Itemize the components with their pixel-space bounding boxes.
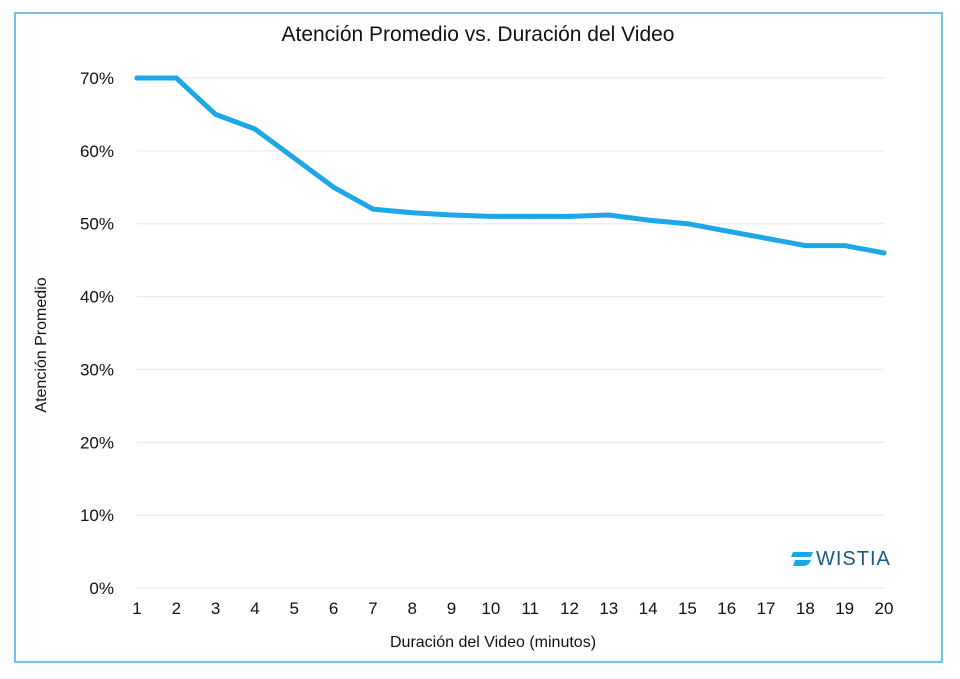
data-point <box>449 212 455 218</box>
y-tick-label: 40% <box>80 288 114 307</box>
grid-lines <box>137 77 884 589</box>
x-tick-label: 13 <box>599 599 618 618</box>
data-point <box>331 184 337 190</box>
data-point <box>763 235 769 241</box>
wistia-logo-icon <box>791 552 813 566</box>
data-point <box>252 126 258 132</box>
data-point <box>684 221 690 227</box>
x-tick-label: 11 <box>521 599 539 618</box>
data-point <box>842 243 848 249</box>
x-tick-label: 19 <box>835 599 854 618</box>
x-tick-label: 14 <box>639 599 658 618</box>
y-axis-ticks: 0% 10% 20% 30% 40% 50% 60% 70% <box>80 69 114 598</box>
data-point <box>213 111 219 117</box>
y-tick-label: 50% <box>80 215 114 234</box>
data-point <box>409 210 415 216</box>
data-point <box>724 228 730 234</box>
x-tick-label: 10 <box>481 599 500 618</box>
y-tick-label: 0% <box>89 579 114 598</box>
data-point <box>527 213 533 219</box>
wistia-logo: WISTIA <box>791 548 891 570</box>
x-axis-label: Duración del Video (minutos) <box>390 634 596 651</box>
x-tick-label: 16 <box>717 599 736 618</box>
x-tick-label: 6 <box>329 599 338 618</box>
data-point <box>802 243 808 249</box>
x-tick-label: 12 <box>560 599 579 618</box>
data-point <box>488 213 494 219</box>
y-tick-label: 20% <box>80 433 114 452</box>
x-tick-label: 5 <box>290 599 299 618</box>
data-point <box>134 75 140 81</box>
x-tick-label: 18 <box>796 599 815 618</box>
data-point <box>645 217 651 223</box>
y-tick-label: 30% <box>80 360 114 379</box>
x-tick-label: 2 <box>172 599 181 618</box>
x-tick-label: 3 <box>211 599 220 618</box>
series-points <box>134 75 887 256</box>
data-point <box>606 212 612 218</box>
y-tick-label: 70% <box>80 69 114 88</box>
y-axis-label: Atención Promedio <box>33 277 50 412</box>
data-point <box>881 250 887 256</box>
chart-frame <box>14 12 943 663</box>
x-tick-label: 9 <box>447 599 456 618</box>
y-tick-label: 10% <box>80 506 114 525</box>
x-tick-label: 1 <box>132 599 141 618</box>
x-tick-label: 20 <box>875 599 894 618</box>
x-tick-label: 8 <box>407 599 416 618</box>
data-point <box>291 155 297 161</box>
series-line <box>134 75 887 256</box>
x-tick-label: 17 <box>757 599 776 618</box>
x-tick-label: 7 <box>368 599 377 618</box>
x-axis-ticks: 1 2 3 4 5 6 7 8 9 10 11 12 13 14 15 16 17 18 19 20 <box>132 599 893 618</box>
x-tick-label: 15 <box>678 599 697 618</box>
chart-title: Atención Promedio vs. Duración del Video <box>281 23 674 46</box>
data-point <box>173 75 179 81</box>
y-tick-label: 60% <box>80 142 114 161</box>
wistia-logo-text: WISTIA <box>816 548 891 570</box>
x-tick-label: 4 <box>250 599 259 618</box>
data-point <box>370 206 376 212</box>
data-point <box>566 213 572 219</box>
